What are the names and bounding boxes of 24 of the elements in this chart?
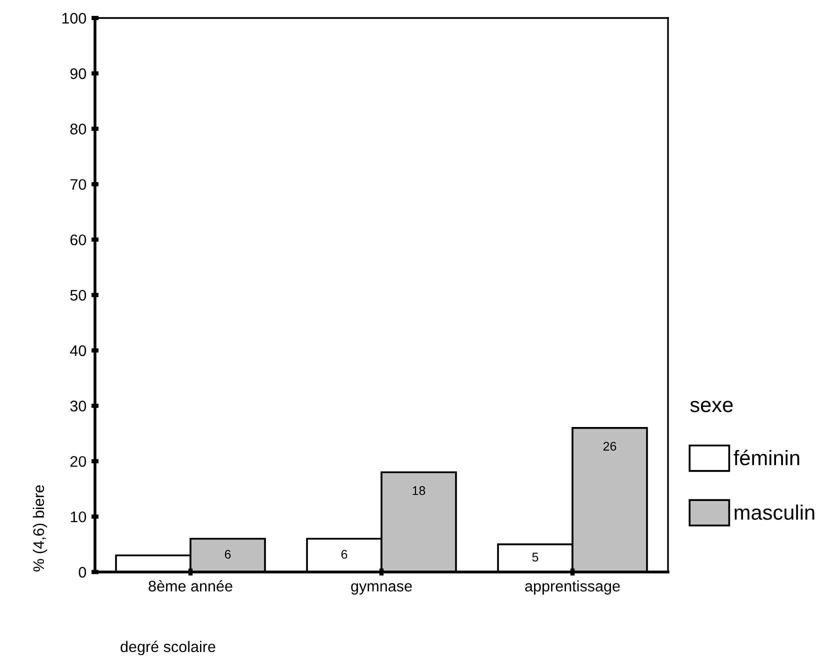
legend-title: sexe — [690, 400, 733, 412]
legend-label: féminin — [734, 450, 800, 466]
x-tick-label: 8ème année — [148, 580, 232, 592]
data-label: 26 — [603, 442, 616, 451]
y-axis-title: % (4,6) biere — [32, 485, 48, 572]
legend-label: masculin — [734, 504, 814, 520]
y-tick-label: 70 — [70, 179, 86, 190]
y-tick-label: 100 — [62, 12, 86, 24]
x-axis-title: degré scolaire — [120, 640, 216, 656]
data-label: 18 — [412, 486, 426, 496]
x-tick-label: gymnase — [351, 583, 412, 595]
y-tick-label: 50 — [70, 290, 86, 301]
data-label: 6 — [224, 550, 231, 559]
y-tick-label: 0 — [78, 566, 86, 578]
data-label: 5 — [532, 552, 538, 562]
y-tick-label: 30 — [70, 400, 86, 412]
y-tick-label: 40 — [70, 345, 86, 356]
y-tick-label: 80 — [70, 124, 86, 134]
data-label: 6 — [341, 550, 348, 559]
y-tick-label: 10 — [70, 511, 86, 522]
y-tick-label: 90 — [70, 68, 86, 80]
y-tick-label: 20 — [70, 456, 86, 467]
y-tick-label: 60 — [70, 234, 86, 246]
x-tick-label: apprentissage — [525, 580, 620, 595]
